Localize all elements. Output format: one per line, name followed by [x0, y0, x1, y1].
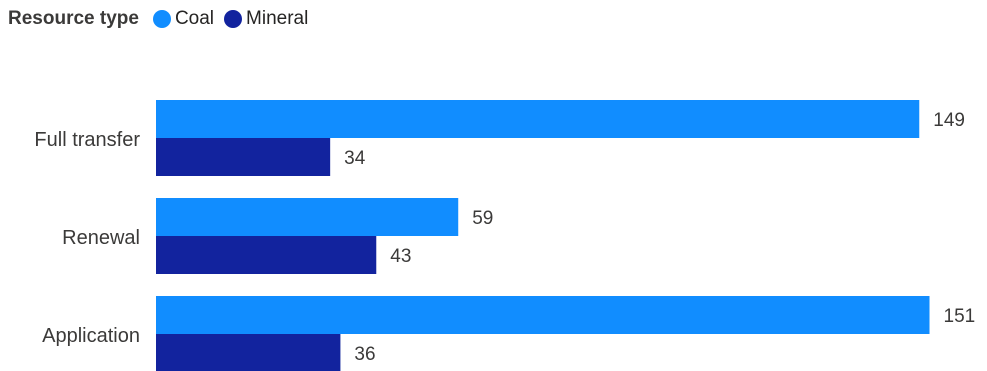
legend-label-mineral: Mineral: [246, 8, 309, 29]
legend-swatch-mineral: [224, 10, 243, 28]
category-label: Application: [42, 325, 140, 347]
legend: Resource type Coal Mineral: [8, 8, 308, 30]
bar-mineral[interactable]: [156, 138, 331, 176]
data-label: 151: [944, 306, 976, 327]
legend-item-coal[interactable]: Coal: [152, 8, 215, 30]
bar-mineral[interactable]: [156, 334, 341, 371]
legend-title: Resource type: [8, 8, 139, 29]
legend-swatch-coal: [152, 10, 171, 28]
bar-coal[interactable]: [156, 100, 920, 138]
data-label: 34: [344, 148, 366, 169]
data-label: 43: [390, 246, 411, 267]
category-label: Full transfer: [34, 129, 140, 151]
bar-coal[interactable]: [156, 198, 459, 236]
legend-label-coal: Coal: [174, 8, 215, 29]
category-label: Renewal: [62, 227, 140, 249]
data-label: 149: [933, 110, 965, 131]
legend-item-mineral[interactable]: Mineral: [224, 8, 308, 30]
bar-coal[interactable]: [156, 296, 930, 334]
bar-mineral[interactable]: [156, 236, 377, 274]
data-label: 59: [472, 208, 493, 229]
data-label: 36: [354, 344, 375, 365]
